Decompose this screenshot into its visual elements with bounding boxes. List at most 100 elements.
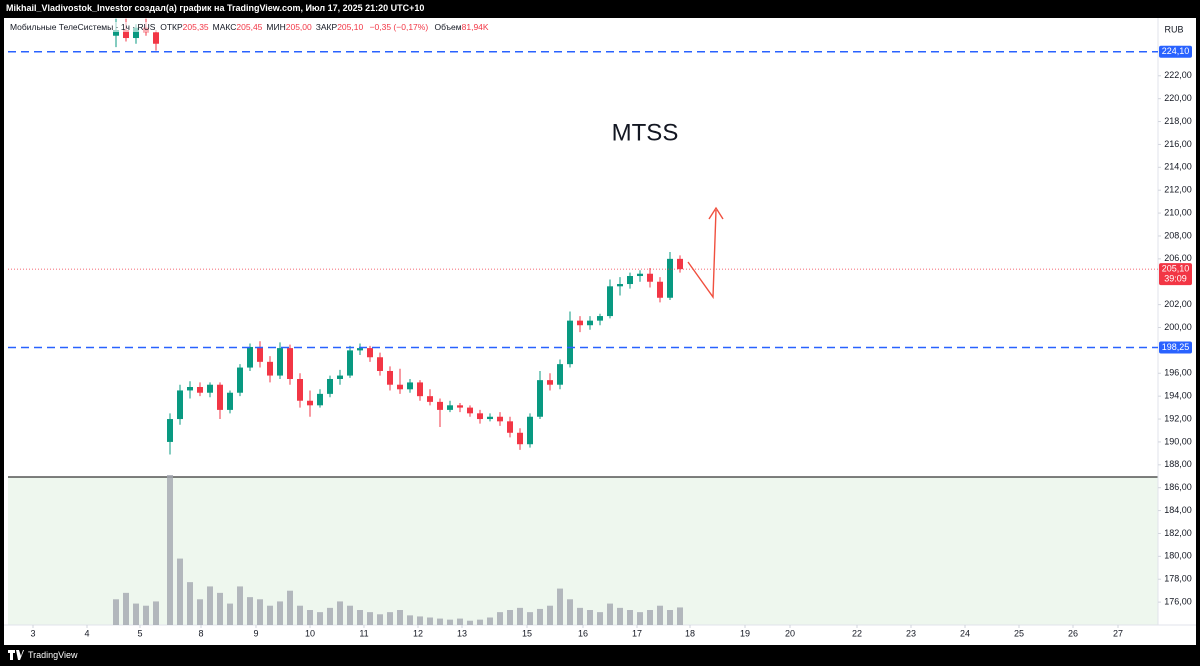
legend-value: 205,45 bbox=[236, 22, 263, 32]
legend-value: 205,10 bbox=[337, 22, 364, 32]
candle-body bbox=[457, 405, 463, 408]
x-tick-label: 16 bbox=[578, 628, 588, 638]
volume-bar bbox=[197, 599, 203, 625]
brand: TradingView bbox=[28, 650, 78, 660]
volume-bar bbox=[417, 616, 423, 625]
candle-body bbox=[177, 390, 183, 420]
y-tick-label: 176,00 bbox=[1164, 596, 1192, 606]
candle-body bbox=[167, 419, 173, 442]
x-tick-label: 26 bbox=[1068, 628, 1078, 638]
candle-body bbox=[407, 382, 413, 390]
volume-bar bbox=[497, 612, 503, 625]
volume-bar bbox=[597, 612, 603, 625]
volume-bar bbox=[447, 619, 453, 625]
logo bbox=[8, 650, 24, 660]
volume-bar bbox=[167, 475, 173, 625]
volume-bar bbox=[647, 610, 653, 625]
volume-bar bbox=[367, 612, 373, 625]
volume-bar bbox=[397, 610, 403, 625]
level-label: 224,10 bbox=[1162, 46, 1190, 56]
candle-body bbox=[517, 432, 523, 445]
candle-body bbox=[417, 382, 423, 397]
y-tick-label: 212,00 bbox=[1164, 185, 1192, 195]
volume-bar bbox=[667, 610, 673, 625]
volume-bar bbox=[347, 605, 353, 625]
candle-body bbox=[607, 286, 613, 317]
y-tick-label: 220,00 bbox=[1164, 93, 1192, 103]
y-tick-label: 190,00 bbox=[1164, 436, 1192, 446]
candle-body bbox=[357, 348, 363, 351]
candle-body bbox=[307, 400, 313, 406]
legend-value: 205,00 bbox=[285, 22, 312, 32]
candle-body bbox=[277, 348, 283, 376]
marks: 176,00 178,00 180,00 182,00 184,00 186,00 188,… bbox=[8, 18, 1192, 638]
candle-body bbox=[527, 416, 533, 445]
y-tick-label: 210,00 bbox=[1164, 207, 1192, 217]
candle-body bbox=[377, 357, 383, 371]
y-tick-label: 194,00 bbox=[1164, 391, 1192, 401]
y-tick-label: 196,00 bbox=[1164, 368, 1192, 378]
volume-bar bbox=[277, 601, 283, 625]
candle-body bbox=[227, 392, 233, 410]
x-tick-label: 27 bbox=[1113, 628, 1123, 638]
volume-bar bbox=[427, 617, 433, 625]
candle-body bbox=[427, 396, 433, 402]
volume-bar bbox=[557, 588, 563, 625]
candle-body bbox=[557, 364, 563, 385]
legend: Мобильные ТелеСистемы · 1ч · RUS ОТКР 205… bbox=[10, 22, 493, 32]
candle-body bbox=[207, 384, 213, 393]
candle-body bbox=[317, 393, 323, 406]
candle-body bbox=[297, 378, 303, 401]
candle-body bbox=[287, 348, 293, 379]
symbol: Мобильные ТелеСистемы · 1ч · RUS bbox=[10, 22, 156, 32]
volume-bar bbox=[537, 608, 543, 625]
candle-body bbox=[187, 387, 193, 391]
legend-label: ОТКР bbox=[160, 22, 183, 32]
x-tick-label: 23 bbox=[906, 628, 916, 638]
volume-bar bbox=[477, 619, 483, 625]
candle-body bbox=[667, 258, 673, 298]
y-tick-label: 216,00 bbox=[1164, 139, 1192, 149]
legend-label: МИН bbox=[266, 22, 286, 32]
candle-body bbox=[133, 27, 139, 39]
volume-bar bbox=[607, 603, 613, 625]
arrow-drawing bbox=[687, 209, 717, 300]
volume-bar bbox=[587, 610, 593, 625]
y-tick-label: 188,00 bbox=[1164, 459, 1192, 469]
volume-bar bbox=[217, 592, 223, 625]
credit: Mikhail_Vladivostok_Investor создал(а) г… bbox=[6, 3, 425, 13]
volume-bar bbox=[133, 603, 139, 625]
volume-bar bbox=[297, 605, 303, 625]
volume-bar bbox=[257, 599, 263, 625]
x-tick-label: 8 bbox=[198, 628, 203, 638]
candle-body bbox=[123, 30, 129, 39]
x-tick-label: 17 bbox=[632, 628, 642, 638]
volume-bar bbox=[307, 610, 313, 625]
volume-bar bbox=[113, 599, 119, 625]
y-tick-label: 178,00 bbox=[1164, 574, 1192, 584]
volume-bar bbox=[657, 605, 663, 625]
candle-body bbox=[397, 384, 403, 390]
x-tick-label: 19 bbox=[740, 628, 750, 638]
candle-body bbox=[647, 273, 653, 282]
footer: TradingView bbox=[8, 650, 78, 660]
candle-body bbox=[637, 273, 643, 277]
volume-bar bbox=[507, 610, 513, 625]
candle-body bbox=[153, 32, 159, 44]
candle-body bbox=[597, 316, 603, 321]
candle-body bbox=[507, 421, 513, 433]
candle-body bbox=[217, 384, 223, 410]
volume-bar bbox=[123, 592, 129, 625]
volume-bar bbox=[467, 620, 473, 625]
candle-body bbox=[113, 30, 119, 36]
countdown: 39:09 bbox=[1164, 274, 1187, 284]
x-tick-label: 12 bbox=[413, 628, 423, 638]
candle-body bbox=[657, 281, 663, 298]
volume-bar bbox=[637, 612, 643, 625]
y-tick-label: 184,00 bbox=[1164, 505, 1192, 515]
legend-label: ЗАКР bbox=[315, 22, 338, 32]
y-tick-label: 182,00 bbox=[1164, 528, 1192, 538]
y-tick-label: 218,00 bbox=[1164, 116, 1192, 126]
candle-body bbox=[237, 367, 243, 393]
